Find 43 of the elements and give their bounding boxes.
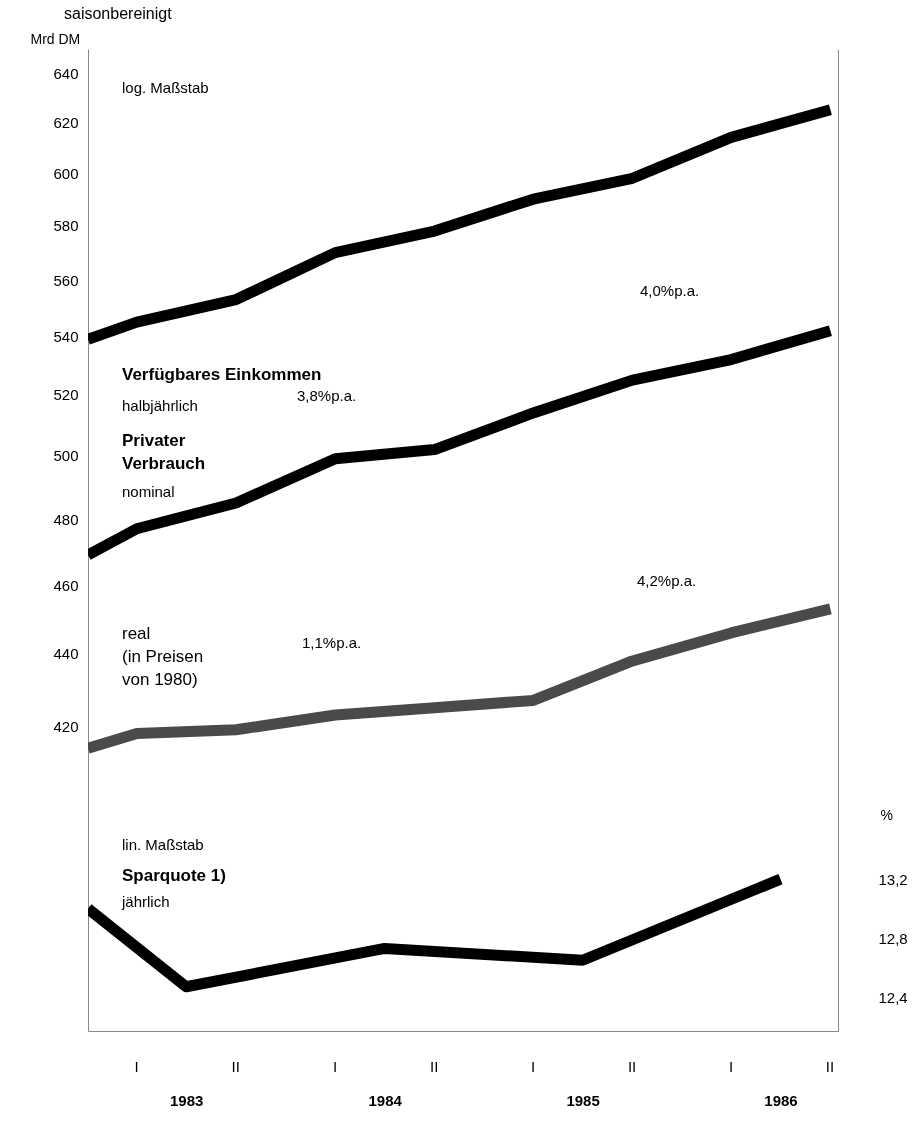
text: I: [333, 1058, 338, 1075]
y-tick-label: 520: [53, 386, 79, 404]
annotation: halbjährlich: [122, 397, 198, 414]
text: Privater Verbrauch: [122, 431, 206, 473]
y2-axis-title: %: [880, 806, 893, 823]
y-tick-label: 540: [53, 327, 79, 345]
text: Verfügbares Einkommen: [122, 365, 322, 384]
text: I: [134, 1058, 139, 1075]
annotation: 4,2%p.a.: [637, 572, 697, 589]
text: II: [825, 1058, 835, 1075]
annotation: 4,0%p.a.: [640, 282, 700, 299]
y2-tick-label: 12,8: [878, 929, 908, 947]
y-tick-label: 600: [53, 164, 79, 182]
text: real (in Preisen von 1980): [122, 624, 204, 689]
x-tick-label: 1984: [368, 1091, 403, 1109]
y-tick-label: 560: [53, 271, 79, 289]
text: I: [728, 1058, 734, 1075]
y-axis-title: Mrd DM: [30, 30, 81, 47]
chart-title: saisonbereinigt: [64, 5, 173, 22]
y-tick-label: 440: [53, 645, 79, 663]
annotation: 3,8%p.a.: [297, 387, 357, 404]
annotation: nominal: [122, 483, 175, 500]
y-tick-label: 620: [53, 113, 79, 131]
text: II: [429, 1058, 439, 1075]
y-tick-label: 460: [53, 576, 79, 594]
y-tick-label: 500: [53, 447, 79, 465]
text: II: [627, 1058, 637, 1075]
text: Sparquote 1): [122, 866, 226, 885]
annotation: jährlich: [121, 893, 170, 910]
y2-tick-label: 12,4: [878, 988, 908, 1006]
y-tick-label: 580: [53, 217, 79, 235]
x-tick-label: 1983: [169, 1091, 204, 1109]
annotation: log. Maßstab: [122, 79, 209, 96]
y-tick-label: 420: [53, 717, 79, 735]
y2-tick-label: 13,2: [878, 870, 908, 888]
y-tick-label: 480: [53, 510, 79, 528]
x-tick-label: 1986: [764, 1091, 798, 1109]
x-tick-label: 1985: [566, 1091, 600, 1109]
annotation: 1,1%p.a.: [302, 634, 362, 651]
text: I: [530, 1058, 536, 1075]
text: II: [231, 1058, 240, 1075]
annotation: lin. Maßstab: [122, 836, 204, 853]
y-tick-label: 640: [53, 64, 79, 82]
